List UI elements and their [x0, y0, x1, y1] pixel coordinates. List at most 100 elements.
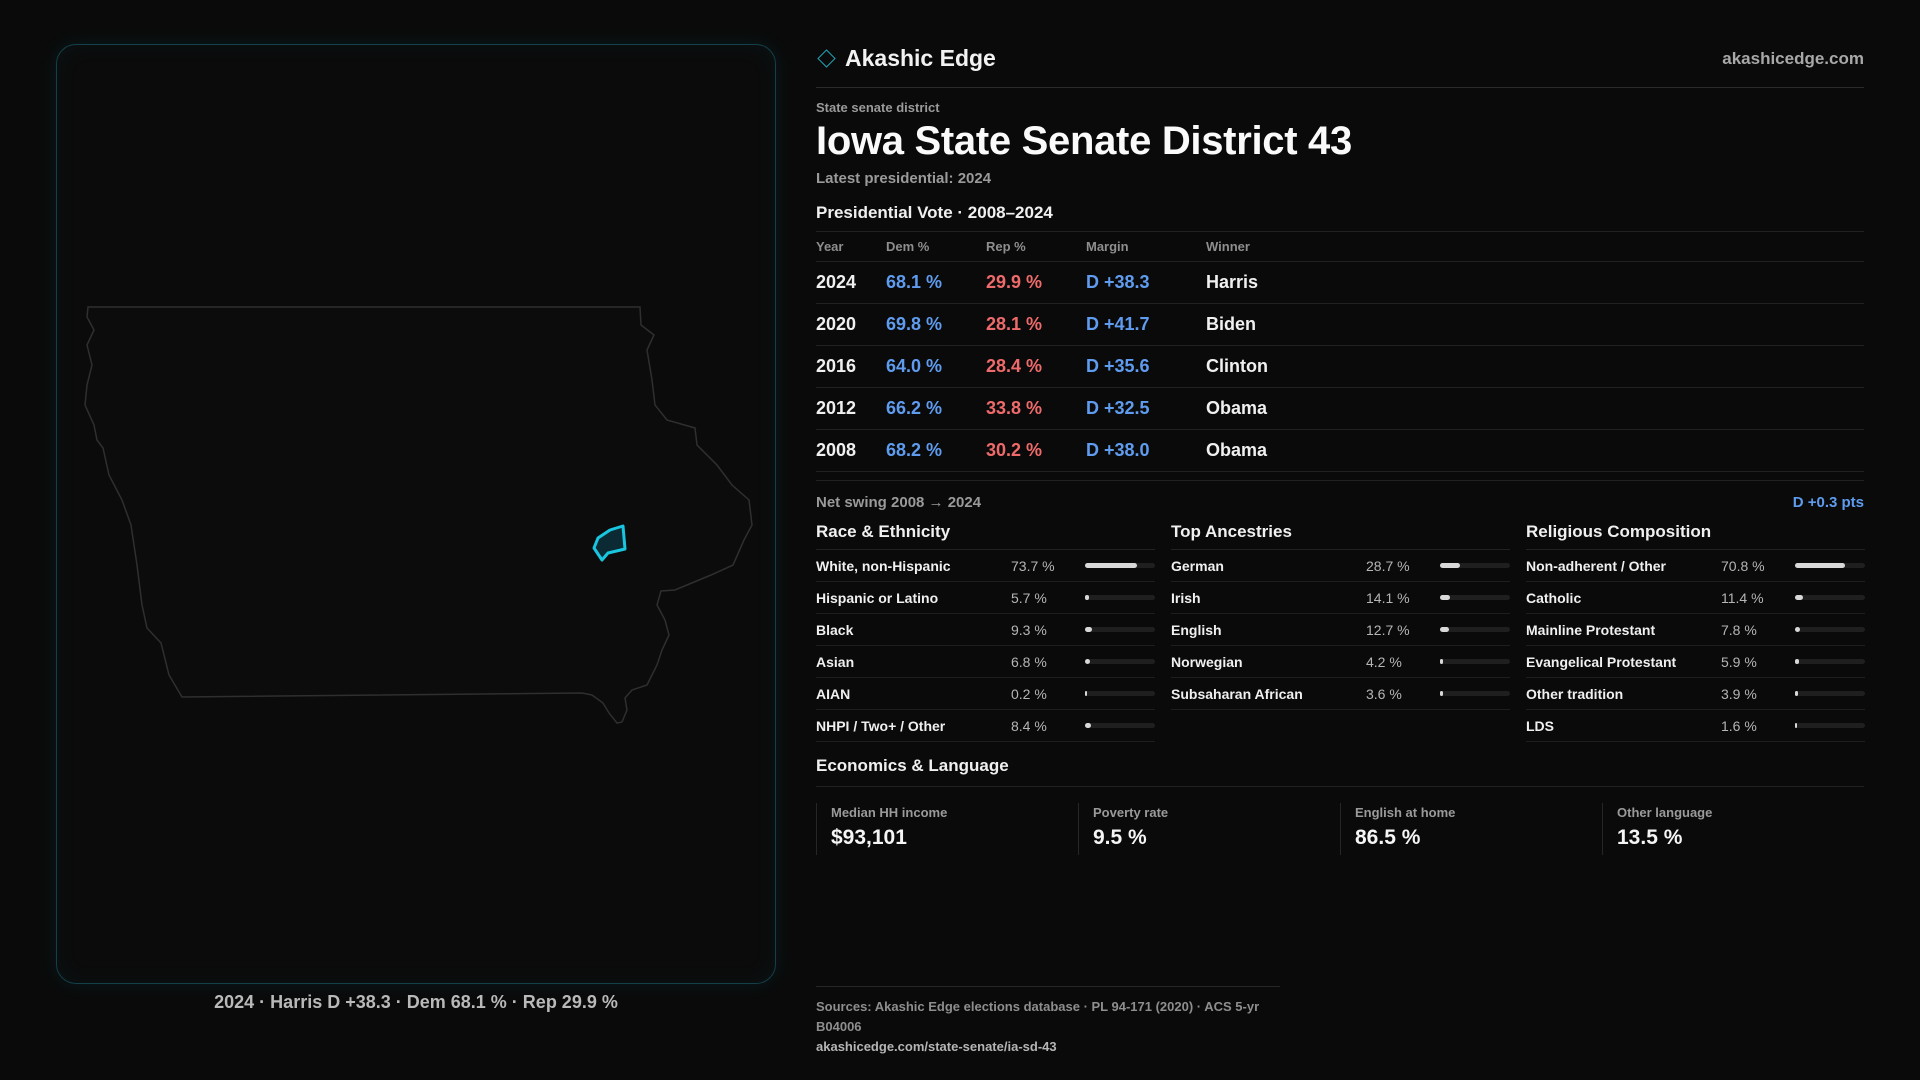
table-row[interactable]: 2020 69.8 % 28.1 % D +41.7 Biden: [816, 304, 1864, 346]
demo-row: Non-adherent / Other 70.8 %: [1526, 550, 1865, 582]
race-list: White, non-Hispanic 73.7 % Hispanic or Lat…: [816, 550, 1155, 742]
religion-list: Non-adherent / Other 70.8 % Catholic 11.4 %…: [1526, 550, 1865, 742]
winner-cell: Obama: [1206, 440, 1268, 460]
table-row[interactable]: 2024 68.1 % 29.9 % D +38.3 Harris: [816, 262, 1864, 304]
stat-card-english: English at home 86.5 %: [1340, 803, 1602, 855]
demo-row: Evangelical Protestant 5.9 %: [1526, 646, 1865, 678]
stat-value: 13.5 %: [1617, 826, 1683, 849]
header-year: Year: [816, 239, 844, 254]
demo-label: German: [1171, 557, 1224, 574]
share-bar-fill: [1795, 627, 1801, 632]
demo-row: English 12.7 %: [1171, 614, 1510, 646]
religion-panel: Religious Composition Non-adherent / Oth…: [1526, 520, 1865, 742]
year-cell: 2016: [816, 356, 857, 376]
demo-value: 3.9 %: [1721, 685, 1757, 702]
margin-cell: D +41.7: [1086, 314, 1150, 334]
table-row[interactable]: 2012 66.2 % 33.8 % D +32.5 Obama: [816, 388, 1864, 430]
share-bar-track: [1440, 563, 1510, 568]
margin-cell: D +38.0: [1086, 440, 1150, 460]
header-bar: Akashic Edge akashicedge.com: [816, 40, 1864, 88]
demo-row: Catholic 11.4 %: [1526, 582, 1865, 614]
margin-cell: D +32.5: [1086, 398, 1150, 418]
presidential-vote-table: Year Dem % Rep % Margin Winner 2024 68.1…: [816, 232, 1864, 472]
share-bar-fill: [1795, 563, 1845, 568]
demo-value: 28.7 %: [1366, 557, 1410, 574]
share-bar-fill: [1085, 595, 1089, 600]
source-url-link[interactable]: akashicedge.com/state-senate/ia-sd-43: [816, 1039, 1057, 1054]
ancestry-list: German 28.7 % Irish 14.1 % English 12.7 % Norw…: [1171, 550, 1510, 710]
margin-cell: D +38.3: [1086, 272, 1150, 292]
demo-value: 1.6 %: [1721, 717, 1757, 734]
demo-label: Catholic: [1526, 589, 1582, 606]
rep-cell: 33.8 %: [986, 398, 1043, 418]
share-bar-fill: [1085, 563, 1137, 568]
share-bar-fill: [1440, 595, 1450, 600]
winner-cell: Obama: [1206, 398, 1268, 418]
stat-label: Median HH income: [831, 805, 948, 820]
stat-label: Poverty rate: [1093, 805, 1169, 820]
share-bar-fill: [1085, 723, 1091, 728]
sources-text: Sources: Akashic Edge elections database…: [816, 999, 1260, 1034]
stat-value: 86.5 %: [1355, 826, 1421, 849]
demo-value: 6.8 %: [1011, 653, 1047, 670]
demo-row: White, non-Hispanic 73.7 %: [816, 550, 1155, 582]
rep-cell: 28.1 %: [986, 314, 1043, 334]
demo-label: White, non-Hispanic: [816, 557, 951, 574]
demo-row: AIAN 0.2 %: [816, 678, 1155, 710]
demo-label: Evangelical Protestant: [1526, 653, 1677, 670]
demo-value: 5.7 %: [1011, 589, 1047, 606]
rep-cell: 28.4 %: [986, 356, 1043, 376]
stat-card-income: Median HH income $93,101: [816, 803, 1078, 855]
demo-value: 3.6 %: [1366, 685, 1402, 702]
share-bar-track: [1085, 563, 1155, 568]
rep-cell: 29.9 %: [986, 272, 1043, 292]
winner-cell: Biden: [1206, 314, 1257, 334]
share-bar-track: [1085, 723, 1155, 728]
race-ethnicity-panel: Race & Ethnicity White, non-Hispanic 73.7…: [816, 520, 1155, 742]
map-caption: 2024 · Harris D +38.3 · Dem 68.1 % · Rep…: [214, 992, 618, 1012]
share-bar-track: [1440, 595, 1510, 600]
stat-value: $93,101: [831, 826, 907, 849]
year-cell: 2008: [816, 440, 857, 460]
share-bar-fill: [1795, 595, 1803, 600]
presidential-vote-title: Presidential Vote · 2008–2024: [816, 203, 1864, 232]
ancestries-title: Top Ancestries: [1171, 520, 1510, 550]
share-bar-fill: [1440, 659, 1443, 664]
brand[interactable]: Akashic Edge: [816, 45, 996, 72]
info-column: Akashic Edge akashicedge.com State senat…: [816, 40, 1865, 855]
demo-value: 7.8 %: [1721, 621, 1757, 638]
dem-cell: 69.8 %: [886, 314, 943, 334]
share-bar-fill: [1795, 691, 1798, 696]
brand-url-link[interactable]: akashicedge.com: [1722, 48, 1864, 68]
header-margin: Margin: [1086, 239, 1129, 254]
table-row[interactable]: 2016 64.0 % 28.4 % D +35.6 Clinton: [816, 346, 1864, 388]
demo-row: Mainline Protestant 7.8 %: [1526, 614, 1865, 646]
margin-cell: D +35.6: [1086, 356, 1150, 376]
share-bar-fill: [1440, 563, 1461, 568]
demo-value: 4.2 %: [1366, 653, 1402, 670]
demo-label: Non-adherent / Other: [1526, 557, 1667, 574]
stat-value: 9.5 %: [1093, 826, 1147, 849]
map-panel[interactable]: [56, 44, 776, 984]
demo-row: Norwegian 4.2 %: [1171, 646, 1510, 678]
year-cell: 2012: [816, 398, 857, 418]
district-43-highlight[interactable]: [592, 524, 627, 562]
share-bar-track: [1795, 723, 1865, 728]
demographics-section: Race & Ethnicity White, non-Hispanic 73.7…: [816, 520, 1865, 742]
table-row[interactable]: 2008 68.2 % 30.2 % D +38.0 Obama: [816, 430, 1864, 472]
share-bar-track: [1085, 691, 1155, 696]
share-bar-track: [1440, 627, 1510, 632]
demo-value: 73.7 %: [1011, 557, 1055, 574]
demo-row: German 28.7 %: [1171, 550, 1510, 582]
state-map[interactable]: [57, 45, 777, 985]
demo-label: Norwegian: [1171, 653, 1243, 670]
winner-cell: Harris: [1206, 272, 1259, 292]
share-bar-fill: [1085, 659, 1090, 664]
share-bar-track: [1795, 659, 1865, 664]
demo-value: 12.7 %: [1366, 621, 1410, 638]
dem-cell: 64.0 %: [886, 356, 943, 376]
share-bar-track: [1795, 627, 1865, 632]
share-bar-fill: [1795, 723, 1797, 728]
net-swing-value: D +0.3 pts: [1792, 494, 1864, 511]
iowa-state-outline: [84, 306, 753, 724]
